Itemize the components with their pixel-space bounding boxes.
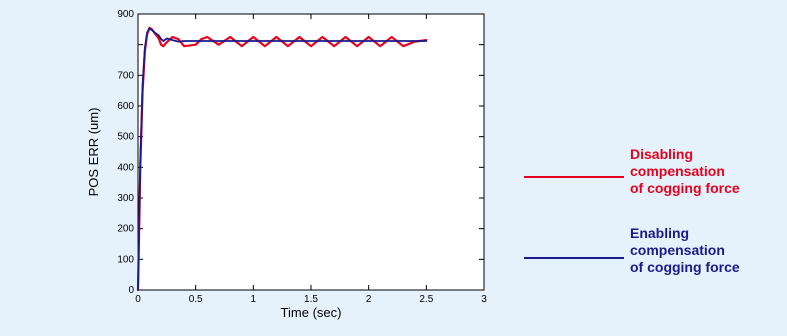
y-tick-label: 500	[117, 132, 134, 143]
x-tick-label: 3	[481, 294, 487, 305]
legend-swatch-disabling	[524, 176, 624, 178]
axis-ticks: 0 0.5 1 1.5 2 2.5 3 0 100 200 300 400 500 600 700 900	[117, 9, 487, 305]
legend-swatch-enabling	[524, 257, 624, 259]
y-tick-label: 400	[117, 162, 134, 173]
x-tick-label: 1	[251, 294, 257, 305]
y-tick-label: 300	[117, 193, 134, 204]
x-tick-label: 0	[135, 294, 141, 305]
y-tick-label: 600	[117, 101, 134, 112]
x-axis-label: Time (sec)	[281, 305, 342, 320]
series-line-enabling	[137, 27, 428, 291]
x-tick-label: 1.5	[304, 294, 318, 305]
y-tick-label: 100	[117, 254, 134, 265]
y-tick-label: 200	[117, 224, 134, 235]
legend-label-enabling: Enabling compensation of cogging force	[630, 225, 740, 275]
legend-item-enabling: Enabling compensation of cogging force	[520, 225, 785, 285]
y-tick-label: 900	[117, 9, 134, 20]
x-tick-label: 0.5	[189, 294, 203, 305]
y-tick-label: 0	[128, 285, 134, 296]
x-tick-label: 2.5	[419, 294, 433, 305]
y-axis-label: POS ERR (um)	[86, 108, 101, 197]
series-lines	[136, 26, 428, 292]
legend-item-disabling: Disabling compensation of cogging force	[520, 146, 785, 206]
y-tick-label: 700	[117, 70, 134, 81]
x-tick-label: 2	[366, 294, 372, 305]
legend-label-disabling: Disabling compensation of cogging force	[630, 146, 740, 196]
plot-area	[137, 13, 485, 291]
